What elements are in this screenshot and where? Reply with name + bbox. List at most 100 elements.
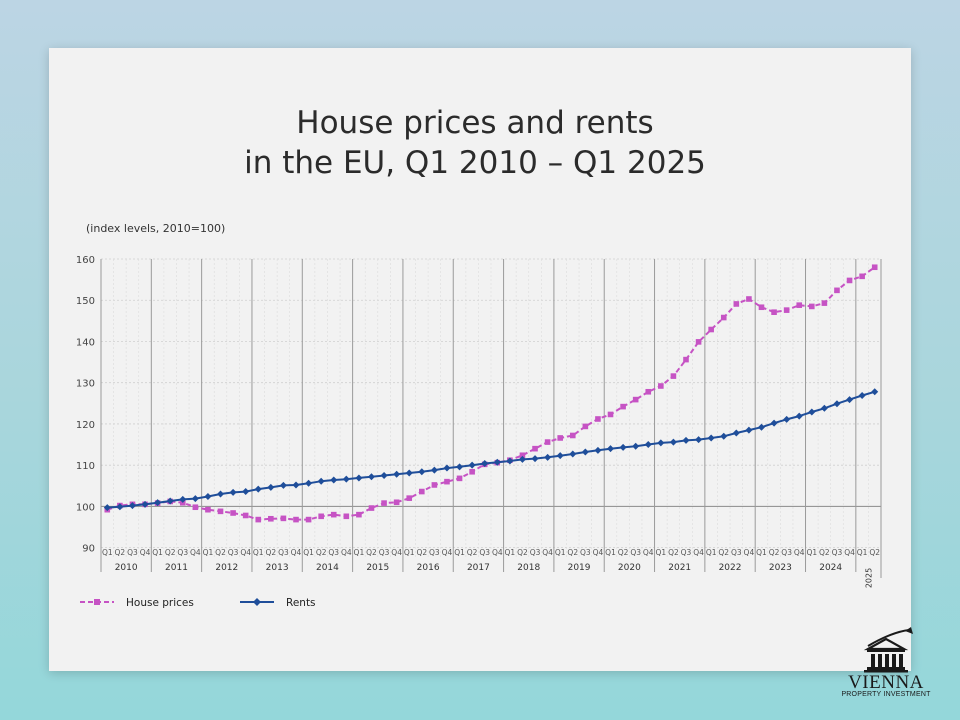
data-point-rents bbox=[518, 455, 526, 463]
data-point-house-prices bbox=[821, 300, 828, 306]
data-point-house-prices bbox=[356, 511, 362, 518]
data-point-rents bbox=[531, 455, 539, 463]
data-point-house-prices bbox=[406, 495, 413, 501]
data-point-rents bbox=[846, 396, 854, 404]
data-point-rents bbox=[128, 502, 136, 510]
data-point-rents bbox=[317, 477, 325, 485]
data-point-rents bbox=[305, 479, 313, 487]
data-point-rents bbox=[481, 460, 489, 468]
x-tick-label-quarter: Q1 bbox=[505, 548, 516, 557]
chart-title-line-1: House prices and rents bbox=[296, 105, 654, 141]
x-tick-label-year: 2016 bbox=[417, 563, 440, 573]
y-tick-label: 140 bbox=[76, 337, 95, 348]
data-point-house-prices bbox=[595, 416, 601, 422]
data-point-house-prices bbox=[607, 411, 614, 418]
data-point-house-prices bbox=[255, 516, 262, 523]
legend-label: House prices bbox=[126, 597, 194, 609]
data-point-rents bbox=[732, 429, 740, 437]
data-point-rents bbox=[871, 388, 879, 396]
data-point-house-prices bbox=[444, 478, 450, 485]
x-tick-label-quarter: Q4 bbox=[291, 548, 302, 557]
data-point-house-prices bbox=[683, 356, 689, 363]
data-point-rents bbox=[405, 469, 413, 477]
x-tick-label-quarter: Q2 bbox=[416, 548, 427, 557]
data-point-house-prices bbox=[532, 445, 538, 452]
x-tick-label-quarter: Q1 bbox=[756, 548, 767, 557]
data-point-house-prices bbox=[708, 326, 714, 333]
data-point-rents bbox=[820, 404, 828, 412]
x-tick-label-quarter: Q3 bbox=[177, 548, 188, 557]
x-tick-label-quarter: Q2 bbox=[115, 548, 126, 557]
data-point-rents bbox=[757, 423, 765, 431]
x-tick-label-quarter: Q4 bbox=[744, 548, 755, 557]
data-point-rents bbox=[544, 453, 552, 461]
y-tick-label: 110 bbox=[76, 461, 95, 472]
data-point-house-prices bbox=[431, 482, 438, 488]
x-tick-label-quarter: Q4 bbox=[593, 548, 604, 557]
data-point-house-prices bbox=[783, 307, 790, 313]
x-tick-label-quarter: Q2 bbox=[869, 548, 880, 557]
x-tick-label-quarter: Q1 bbox=[655, 548, 666, 557]
data-point-house-prices bbox=[809, 303, 815, 310]
data-point-rents bbox=[103, 504, 111, 512]
y-tick-label: 150 bbox=[76, 296, 95, 307]
x-tick-label-year: 2012 bbox=[215, 563, 238, 573]
x-tick-label-quarter: Q2 bbox=[718, 548, 729, 557]
data-point-house-prices bbox=[469, 468, 475, 475]
data-point-house-prices bbox=[733, 301, 740, 307]
data-point-house-prices bbox=[205, 506, 211, 513]
data-point-house-prices bbox=[720, 314, 727, 321]
data-point-rents bbox=[468, 461, 476, 469]
data-point-rents bbox=[720, 432, 728, 440]
x-tick-label-quarter: Q2 bbox=[517, 548, 528, 557]
x-tick-label-quarter: Q3 bbox=[681, 548, 692, 557]
data-point-house-prices bbox=[758, 304, 765, 311]
data-point-rents bbox=[456, 463, 464, 471]
data-point-rents bbox=[695, 436, 703, 444]
x-tick-label-quarter: Q1 bbox=[555, 548, 566, 557]
data-point-house-prices bbox=[834, 287, 840, 294]
data-point-house-prices bbox=[557, 435, 563, 441]
data-point-rents bbox=[242, 488, 250, 496]
x-tick-label-quarter: Q2 bbox=[366, 548, 377, 557]
y-axis-label: (index levels, 2010=100) bbox=[86, 222, 225, 235]
data-point-house-prices bbox=[796, 302, 803, 308]
x-tick-label-year: 2017 bbox=[467, 563, 490, 573]
x-tick-label-quarter: Q2 bbox=[769, 548, 780, 557]
data-point-rents bbox=[556, 452, 564, 460]
y-tick-label: 100 bbox=[76, 502, 95, 513]
x-tick-label-quarter: Q4 bbox=[643, 548, 654, 557]
x-tick-label-quarter: Q3 bbox=[580, 548, 591, 557]
data-point-house-prices bbox=[268, 515, 274, 522]
x-tick-label-quarter: Q1 bbox=[152, 548, 163, 557]
data-point-rents bbox=[342, 475, 350, 483]
x-tick-label-quarter: Q3 bbox=[781, 548, 792, 557]
data-point-rents bbox=[267, 483, 275, 491]
data-point-house-prices bbox=[582, 423, 589, 430]
legend-marker bbox=[94, 599, 100, 605]
x-tick-label-year: 2022 bbox=[719, 563, 742, 573]
data-point-house-prices bbox=[645, 388, 652, 395]
data-point-rents bbox=[858, 391, 866, 399]
chart-card bbox=[49, 48, 911, 671]
data-point-rents bbox=[229, 488, 237, 496]
data-point-rents bbox=[657, 439, 665, 447]
data-point-rents bbox=[355, 474, 363, 482]
x-tick-label-quarter: Q2 bbox=[567, 548, 578, 557]
y-tick-label: 160 bbox=[76, 255, 95, 266]
data-point-house-prices bbox=[217, 508, 224, 515]
y-tick-label: 130 bbox=[76, 379, 95, 390]
data-point-house-prices bbox=[544, 439, 551, 445]
x-tick-label-quarter: Q2 bbox=[618, 548, 629, 557]
data-point-rents bbox=[808, 408, 816, 416]
data-point-rents bbox=[443, 464, 451, 472]
data-point-house-prices bbox=[305, 516, 312, 523]
x-tick-label-quarter: Q2 bbox=[819, 548, 830, 557]
x-tick-label-quarter: Q1 bbox=[203, 548, 214, 557]
x-tick-label-quarter: Q3 bbox=[127, 548, 138, 557]
data-point-house-prices bbox=[318, 513, 324, 520]
data-point-rents bbox=[254, 485, 262, 493]
data-point-house-prices bbox=[280, 515, 287, 522]
data-point-rents bbox=[669, 438, 677, 446]
